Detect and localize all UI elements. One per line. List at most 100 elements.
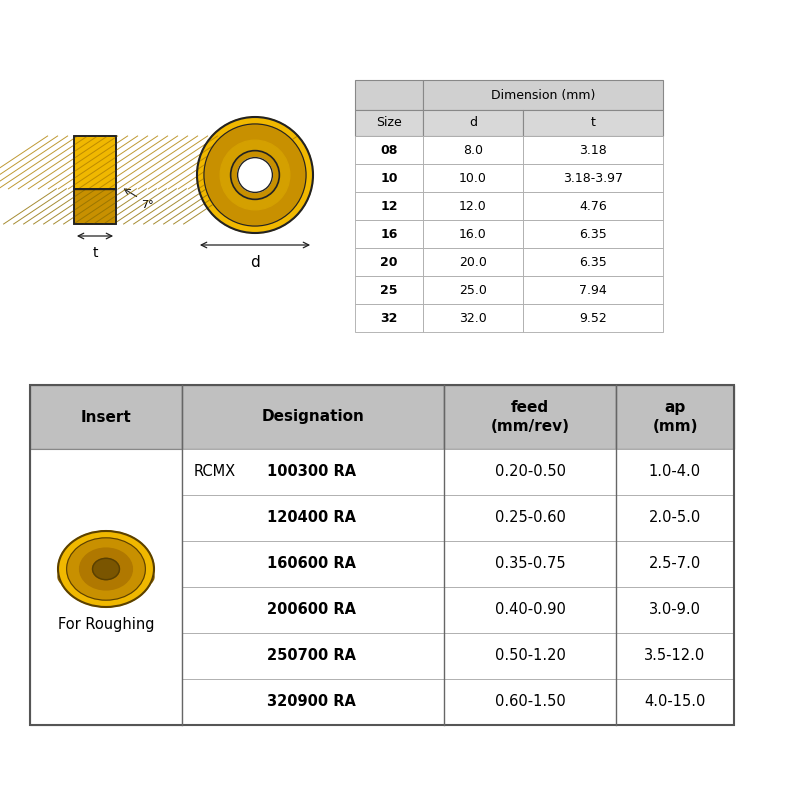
Bar: [182, 385, 444, 449]
Bar: [355, 220, 423, 248]
Text: 0.40-0.90: 0.40-0.90: [494, 602, 566, 618]
Text: 25: 25: [380, 283, 398, 297]
Text: 1.0-4.0: 1.0-4.0: [649, 465, 701, 479]
Text: 0.50-1.20: 0.50-1.20: [494, 649, 566, 663]
Bar: [355, 110, 423, 136]
Bar: [182, 587, 444, 633]
Bar: [523, 192, 663, 220]
Text: 0.35-0.75: 0.35-0.75: [494, 557, 566, 571]
Ellipse shape: [93, 558, 119, 580]
Bar: [523, 110, 663, 136]
Text: 160600 RA: 160600 RA: [267, 557, 356, 571]
Text: Dimension (mm): Dimension (mm): [491, 89, 595, 102]
Bar: [182, 495, 444, 541]
Circle shape: [230, 150, 279, 199]
Bar: [423, 276, 523, 304]
Bar: [444, 541, 616, 587]
Bar: [423, 192, 523, 220]
Bar: [523, 136, 663, 164]
Text: RCMX: RCMX: [194, 465, 236, 479]
Text: d: d: [250, 255, 260, 270]
Text: 2.5-7.0: 2.5-7.0: [649, 557, 701, 571]
Bar: [444, 587, 616, 633]
Bar: [182, 679, 444, 725]
Bar: [444, 633, 616, 679]
Bar: [444, 679, 616, 725]
Text: 10: 10: [380, 171, 398, 185]
Ellipse shape: [79, 548, 133, 590]
Text: 8.0: 8.0: [463, 143, 483, 157]
Text: 100300 RA: 100300 RA: [267, 465, 356, 479]
Bar: [523, 304, 663, 332]
Text: 120400 RA: 120400 RA: [267, 510, 356, 526]
Text: 16: 16: [380, 227, 398, 241]
Bar: [444, 449, 616, 495]
Text: 3.0-9.0: 3.0-9.0: [649, 602, 701, 618]
Text: d: d: [469, 117, 477, 130]
Text: 4.0-15.0: 4.0-15.0: [644, 694, 706, 710]
Bar: [523, 276, 663, 304]
Text: t: t: [590, 117, 595, 130]
Bar: [355, 192, 423, 220]
Text: 0.20-0.50: 0.20-0.50: [494, 465, 566, 479]
Bar: [182, 449, 444, 495]
Bar: [616, 449, 734, 495]
Text: 7°: 7°: [141, 200, 154, 210]
Text: 200600 RA: 200600 RA: [267, 602, 356, 618]
Ellipse shape: [66, 538, 146, 600]
Text: 9.52: 9.52: [579, 311, 607, 325]
Circle shape: [204, 124, 306, 226]
Circle shape: [197, 117, 313, 233]
Bar: [616, 633, 734, 679]
Bar: [182, 541, 444, 587]
Circle shape: [238, 158, 272, 192]
Text: 6.35: 6.35: [579, 255, 607, 269]
Bar: [30, 385, 182, 449]
Bar: [423, 164, 523, 192]
Bar: [616, 385, 734, 449]
Bar: [355, 304, 423, 332]
Text: For Roughing: For Roughing: [58, 618, 154, 633]
Text: 0.25-0.60: 0.25-0.60: [494, 510, 566, 526]
Text: 4.76: 4.76: [579, 199, 607, 213]
Text: 08: 08: [380, 143, 398, 157]
Bar: [616, 679, 734, 725]
Text: 25.0: 25.0: [459, 283, 487, 297]
Text: 320900 RA: 320900 RA: [267, 694, 356, 710]
Polygon shape: [74, 189, 116, 224]
Text: t: t: [92, 246, 98, 260]
Bar: [444, 385, 616, 449]
Text: ap
(mm): ap (mm): [652, 400, 698, 434]
Bar: [523, 164, 663, 192]
Bar: [355, 136, 423, 164]
Text: 0.60-1.50: 0.60-1.50: [494, 694, 566, 710]
Bar: [423, 304, 523, 332]
Text: 6.35: 6.35: [579, 227, 607, 241]
Text: 32.0: 32.0: [459, 311, 487, 325]
Text: 250700 RA: 250700 RA: [267, 649, 356, 663]
Bar: [523, 248, 663, 276]
Text: 7.94: 7.94: [579, 283, 607, 297]
Polygon shape: [74, 136, 116, 189]
Text: Insert: Insert: [81, 410, 131, 425]
Text: 16.0: 16.0: [459, 227, 487, 241]
Circle shape: [220, 140, 290, 210]
Ellipse shape: [58, 531, 154, 607]
Bar: [355, 164, 423, 192]
Text: 32: 32: [380, 311, 398, 325]
Bar: [355, 248, 423, 276]
Bar: [523, 220, 663, 248]
Bar: [423, 136, 523, 164]
Bar: [355, 80, 423, 110]
Ellipse shape: [58, 560, 154, 594]
Text: 20: 20: [380, 255, 398, 269]
Bar: [423, 248, 523, 276]
Bar: [30, 449, 182, 725]
Bar: [423, 110, 523, 136]
Text: Size: Size: [376, 117, 402, 130]
Text: 20.0: 20.0: [459, 255, 487, 269]
Text: 12: 12: [380, 199, 398, 213]
Bar: [616, 587, 734, 633]
Bar: [616, 541, 734, 587]
Bar: [423, 220, 523, 248]
